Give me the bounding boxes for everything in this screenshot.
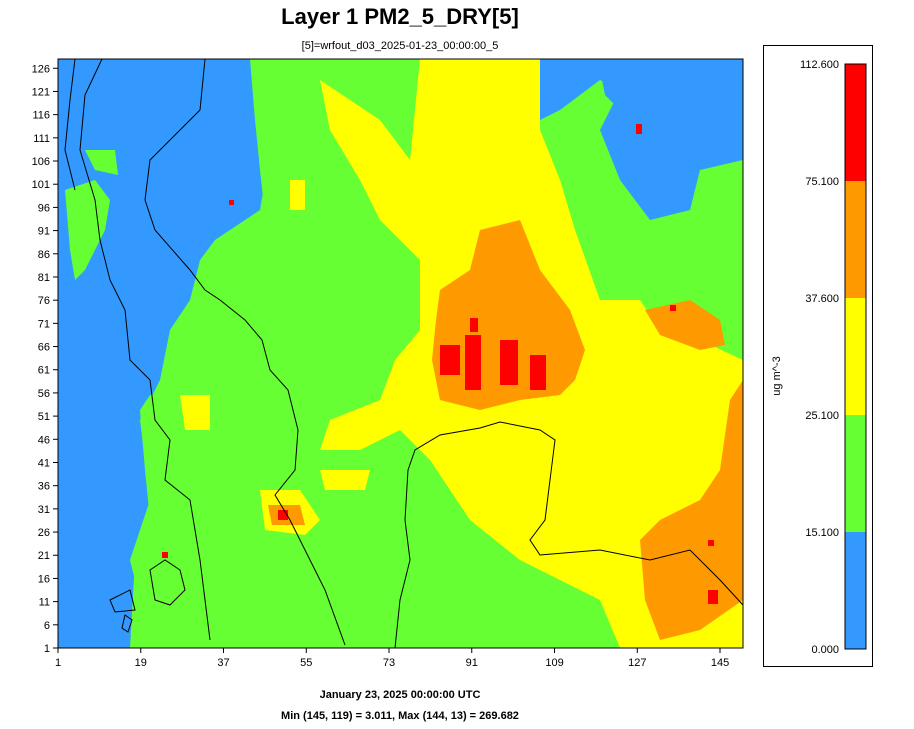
date-label: January 23, 2025 00:00:00 UTC bbox=[319, 689, 481, 701]
y-tick-label: 41 bbox=[38, 457, 50, 469]
field-blue-east-bay bbox=[600, 62, 743, 140]
colorbar-svg: 0.000 15.100 25.100 37.600 75.100 112.600 ug m… bbox=[771, 59, 867, 656]
field-orange-southeast bbox=[640, 380, 743, 640]
heatmap-field bbox=[58, 59, 743, 648]
y-tick-label: 46 bbox=[38, 434, 50, 446]
y-tick-label: 6 bbox=[44, 620, 50, 632]
y-tick-label: 101 bbox=[32, 179, 50, 191]
y-tick-label: 66 bbox=[38, 342, 50, 354]
x-tick-label: 37 bbox=[217, 657, 229, 669]
x-tick-label: 127 bbox=[628, 657, 646, 669]
colorbar-unit-label: ug m^-3 bbox=[771, 356, 783, 395]
chart-title: Layer 1 PM2_5_DRY[5] bbox=[281, 4, 519, 29]
colorbar-level-label: 15.100 bbox=[805, 527, 839, 539]
y-tick-label: 91 bbox=[38, 226, 50, 238]
plot-frame bbox=[57, 58, 744, 649]
y-tick-label: 31 bbox=[38, 504, 50, 516]
y-tick-label: 21 bbox=[38, 550, 50, 562]
y-tick-label: 1 bbox=[44, 643, 50, 655]
colorbar-legend: 0.000 15.100 25.100 37.600 75.100 112.600 ug m… bbox=[763, 45, 873, 667]
y-tick-label: 51 bbox=[38, 411, 50, 423]
field-orange-east bbox=[645, 300, 725, 350]
y-tick-label: 121 bbox=[32, 86, 50, 98]
y-tick-label: 76 bbox=[38, 295, 50, 307]
stats-label: Min (145, 119) = 3.011, Max (144, 13) = … bbox=[281, 710, 519, 722]
colorbar-level-label: 75.100 bbox=[805, 176, 839, 188]
y-tick-label: 61 bbox=[38, 365, 50, 377]
colorbar-segment bbox=[845, 181, 866, 298]
x-tick-label: 73 bbox=[383, 657, 395, 669]
colorbar-segment bbox=[845, 64, 866, 181]
y-tick-label: 96 bbox=[38, 202, 50, 214]
y-tick-label: 116 bbox=[32, 110, 50, 122]
y-tick-label: 126 bbox=[32, 63, 50, 75]
y-tick-label: 11 bbox=[39, 597, 50, 609]
chart-subtitle: [5]=wrfout_d03_2025-01-23_00:00:00_5 bbox=[301, 40, 499, 52]
colorbar-segment bbox=[845, 298, 866, 415]
x-tick-label: 109 bbox=[545, 657, 563, 669]
y-tick-label: 106 bbox=[32, 156, 50, 168]
field-green-coast bbox=[65, 150, 118, 280]
colorbar-level-label: 112.600 bbox=[800, 59, 839, 71]
y-tick-label: 16 bbox=[38, 573, 50, 585]
x-tick-label: 91 bbox=[466, 657, 478, 669]
colorbar-level-label: 0.000 bbox=[811, 644, 839, 656]
y-tick-label: 111 bbox=[33, 133, 50, 145]
x-tick-label: 55 bbox=[300, 657, 312, 669]
x-axis: 1 19 37 55 73 91 109 127 145 bbox=[55, 648, 729, 669]
colorbar-level-label: 25.100 bbox=[805, 410, 839, 422]
y-tick-label: 36 bbox=[38, 481, 50, 493]
map-boundaries bbox=[64, 58, 744, 649]
y-tick-label: 86 bbox=[38, 249, 50, 261]
x-tick-label: 1 bbox=[55, 657, 61, 669]
x-tick-label: 145 bbox=[711, 657, 729, 669]
colorbar-frame bbox=[844, 63, 867, 650]
y-tick-label: 81 bbox=[38, 272, 50, 284]
y-axis: 1611162126313641465156616671768186919610… bbox=[32, 63, 58, 655]
field-red-hotspots bbox=[162, 124, 718, 604]
y-tick-label: 71 bbox=[38, 318, 50, 330]
y-tick-label: 26 bbox=[38, 527, 50, 539]
y-tick-label: 56 bbox=[38, 388, 50, 400]
colorbar-segment bbox=[845, 532, 866, 649]
colorbar-segment bbox=[845, 415, 866, 532]
colorbar-level-label: 37.600 bbox=[805, 293, 839, 305]
x-tick-label: 19 bbox=[135, 657, 147, 669]
